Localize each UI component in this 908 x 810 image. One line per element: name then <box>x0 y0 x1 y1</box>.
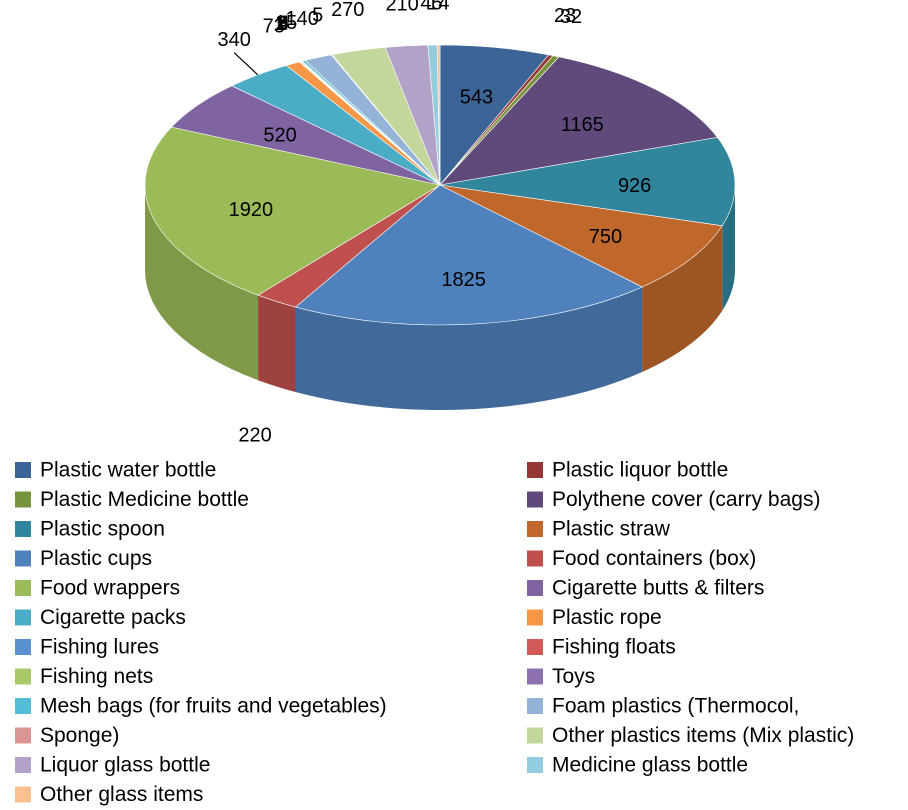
legend-swatch <box>527 521 543 537</box>
legend-label: Plastic rope <box>552 606 662 629</box>
legend-label: Plastic straw <box>552 518 671 541</box>
legend-swatch <box>15 757 31 773</box>
data-label: 23 <box>554 5 576 27</box>
legend-label: Plastic Medicine bottle <box>40 488 249 511</box>
legend-swatch <box>527 727 543 744</box>
data-label: 2 <box>276 13 287 35</box>
legend-label: Sponge) <box>40 724 119 747</box>
legend-label: Other plastics items (Mix plastic) <box>552 724 854 747</box>
slice-side <box>642 225 723 372</box>
slice-side <box>145 185 259 381</box>
legend-swatch <box>15 609 31 626</box>
legend-swatch <box>15 580 31 596</box>
pie-sides <box>145 185 735 410</box>
legend-label: Fishing nets <box>40 665 153 688</box>
slice-side <box>258 295 296 393</box>
data-label: 140 <box>286 8 319 30</box>
legend-label: Liquor glass bottle <box>40 754 210 777</box>
data-label: 520 <box>263 125 296 147</box>
legend-swatch <box>15 491 31 508</box>
leader-line <box>233 52 259 76</box>
legend-swatch <box>15 521 31 537</box>
legend-label: Polythene cover (carry bags) <box>552 488 820 511</box>
data-label: 1920 <box>229 199 274 221</box>
legend-label: Food containers (box) <box>552 547 756 570</box>
legend-label: Other glass items <box>40 783 203 806</box>
legend-label: Foam plastics (Thermocol, <box>552 695 799 718</box>
slice-side <box>722 185 735 311</box>
legend-label: Fishing lures <box>40 636 159 659</box>
legend-swatch <box>15 639 31 655</box>
legend-swatch <box>15 727 31 744</box>
legend: Plastic water bottle Plastic liquor bottl… <box>15 459 854 806</box>
legend-label: Plastic spoon <box>40 518 165 541</box>
data-label: 926 <box>618 175 651 197</box>
legend-swatch <box>15 786 31 803</box>
legend-label: Plastic cups <box>40 547 152 570</box>
legend-swatch <box>527 462 543 478</box>
legend-swatch <box>527 639 543 655</box>
data-label: 340 <box>217 29 250 51</box>
data-label: 543 <box>460 87 493 109</box>
data-label: 73 <box>263 15 285 37</box>
slice <box>436 44 441 186</box>
data-label: 4 <box>279 12 290 34</box>
data-label: 5 <box>276 13 287 35</box>
data-label: 1165 <box>561 114 604 136</box>
legend-swatch <box>527 698 543 714</box>
legend-label: Toys <box>552 665 595 688</box>
data-label: 6 <box>278 13 289 35</box>
legend-swatch <box>15 668 31 685</box>
pie-tops <box>144 44 736 326</box>
data-label: 32 <box>560 6 582 28</box>
legend-label: Medicine glass bottle <box>552 754 748 777</box>
legend-swatch <box>527 550 543 567</box>
data-label: 270 <box>331 0 364 21</box>
legend-swatch <box>15 462 31 478</box>
legend-swatch <box>527 580 543 596</box>
legend-swatch <box>15 698 31 714</box>
legend-swatch <box>527 609 543 626</box>
data-label: 210 <box>385 0 418 16</box>
legend-label: Food wrappers <box>40 577 180 600</box>
data-label: 220 <box>238 424 271 446</box>
data-label: 14 <box>427 0 449 14</box>
data-label: 15 <box>275 12 297 34</box>
legend-label: Cigarette butts & filters <box>552 577 764 600</box>
legend-swatch <box>15 550 31 567</box>
legend-swatch <box>527 668 543 685</box>
data-label: 45 <box>420 0 442 15</box>
legend-label: Plastic liquor bottle <box>552 459 728 482</box>
data-labels: 5432332116592675018252201920520340732564… <box>217 0 651 446</box>
legend-label: Plastic water bottle <box>40 459 216 482</box>
slice <box>439 137 736 227</box>
legend-swatch <box>527 491 543 508</box>
data-label: 1825 <box>441 269 486 291</box>
data-label: 5 <box>312 4 323 26</box>
slice <box>439 184 723 288</box>
slice <box>439 56 718 186</box>
slice <box>294 184 643 326</box>
legend-label: Cigarette packs <box>40 606 186 629</box>
data-label: 750 <box>589 226 622 248</box>
legend-label: Fishing floats <box>552 636 676 659</box>
legend-swatch <box>527 757 543 773</box>
slice-side <box>295 286 643 410</box>
legend-label: Mesh bags (for fruits and vegetables) <box>40 695 387 718</box>
